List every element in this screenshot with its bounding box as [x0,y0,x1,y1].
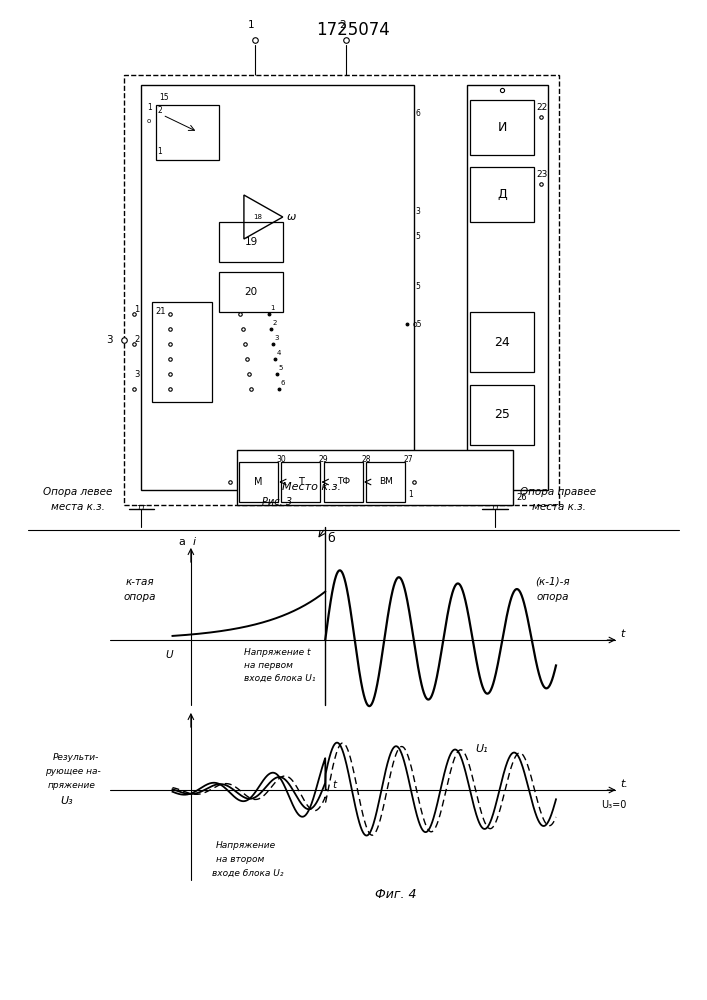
Text: Напряжение t: Напряжение t [244,648,310,657]
Text: 1: 1 [158,147,163,156]
Bar [219,222,283,262]
Text: 5: 5 [416,232,421,241]
Text: a: a [178,537,185,547]
Bar [219,272,283,312]
Text: 2: 2 [272,320,276,326]
Text: Д: Д [497,188,507,201]
Text: U₃: U₃ [60,796,73,806]
Text: t.: t. [621,779,629,789]
Bar [470,167,534,222]
Text: 18: 18 [254,214,262,220]
Text: 5: 5 [416,282,421,291]
Text: к-тая: к-тая [126,577,154,587]
Text: места к.з.: места к.з. [532,502,585,512]
Text: U₃=0: U₃=0 [601,800,626,810]
Text: o: o [147,118,151,124]
Text: опора: опора [124,592,156,602]
Text: Место к.з.: Место к.з. [281,482,341,492]
Text: Опора левее: Опора левее [43,487,112,497]
Bar [141,85,414,490]
Text: входе блока U₂: входе блока U₂ [212,869,284,878]
Text: 3: 3 [274,335,279,341]
Bar [366,462,405,502]
Text: o5: o5 [412,320,421,329]
Text: ω: ω [287,212,297,222]
Bar [152,302,212,402]
Text: рующее на-: рующее на- [45,767,100,776]
Text: на первом: на первом [244,661,293,670]
Text: i: i [192,537,195,547]
Bar [281,462,320,502]
Text: U: U [165,650,173,660]
Text: 1: 1 [147,103,152,112]
Text: 30: 30 [276,455,286,464]
Text: ВМ: ВМ [379,478,392,487]
Text: 25: 25 [494,408,510,421]
Bar [239,462,278,502]
Text: 3: 3 [416,207,421,216]
Text: Т: Т [298,477,304,487]
Bar [470,385,534,445]
Text: И: И [497,121,507,134]
Text: б: б [327,532,335,545]
Text: на втором: на втором [216,855,264,864]
Bar [124,75,559,505]
Text: 3: 3 [106,335,113,345]
Text: 24: 24 [494,336,510,349]
Text: U₁: U₁ [475,744,488,754]
Text: 23: 23 [537,170,548,179]
Bar [324,462,363,502]
Text: 3: 3 [134,370,139,379]
Text: входе блока U₁: входе блока U₁ [244,674,315,683]
Text: 27: 27 [404,455,414,464]
Bar [156,105,219,160]
Bar [470,100,534,155]
Text: 29: 29 [319,455,329,464]
Bar [237,450,513,505]
Text: тт: тт [136,503,146,512]
Text: 2: 2 [339,20,346,30]
Text: 19: 19 [245,237,257,247]
Text: 1: 1 [247,20,255,30]
Text: опора: опора [537,592,569,602]
Text: 1: 1 [409,490,414,499]
Text: 6: 6 [281,380,285,386]
Text: t: t [621,629,625,639]
Text: Фиг. 4: Фиг. 4 [375,888,416,901]
Text: Рис. 3: Рис. 3 [262,497,292,507]
Text: 28: 28 [361,455,370,464]
Text: 1725074: 1725074 [317,21,390,39]
Text: 20: 20 [245,287,257,297]
Text: t: t [332,780,337,790]
Text: Напряжение: Напряжение [216,841,276,850]
Text: Опора правее: Опора правее [520,487,597,497]
Text: 2: 2 [158,106,163,115]
Text: 1: 1 [134,305,139,314]
Text: 6: 6 [416,109,421,118]
Text: 26: 26 [516,493,527,502]
Text: 2: 2 [134,335,139,344]
Text: (к-1)-я: (к-1)-я [536,577,570,587]
Text: 4: 4 [276,350,281,356]
Bar [467,85,548,490]
Text: ТФ: ТФ [337,478,350,487]
Text: 21: 21 [156,307,166,316]
Bar [470,312,534,372]
Text: 22: 22 [537,103,548,112]
Text: М: М [254,477,263,487]
Text: Результи-: Результи- [53,753,100,762]
Text: места к.з.: места к.з. [51,502,105,512]
Text: 5: 5 [279,365,283,371]
Text: тт: тт [490,503,500,512]
Text: 15: 15 [159,93,169,102]
Text: 1: 1 [270,305,274,311]
Text: пряжение: пряжение [48,781,96,790]
